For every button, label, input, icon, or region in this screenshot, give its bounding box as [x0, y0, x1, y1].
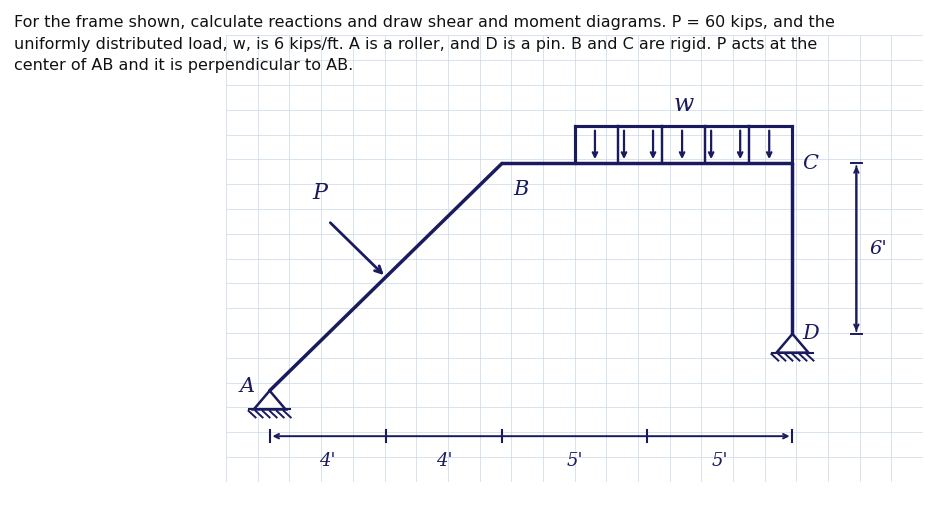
Text: B: B — [513, 180, 529, 199]
Text: A: A — [240, 377, 255, 396]
Text: 5': 5' — [566, 452, 583, 470]
Text: D: D — [803, 324, 820, 343]
Text: For the frame shown, calculate reactions and draw shear and moment diagrams. P =: For the frame shown, calculate reactions… — [14, 15, 835, 74]
Text: 5': 5' — [711, 452, 728, 470]
Text: w: w — [674, 93, 693, 117]
Text: 6': 6' — [869, 240, 887, 258]
Text: P: P — [312, 182, 327, 204]
Text: 4': 4' — [319, 452, 336, 470]
Text: 4': 4' — [435, 452, 452, 470]
Text: C: C — [803, 154, 819, 173]
